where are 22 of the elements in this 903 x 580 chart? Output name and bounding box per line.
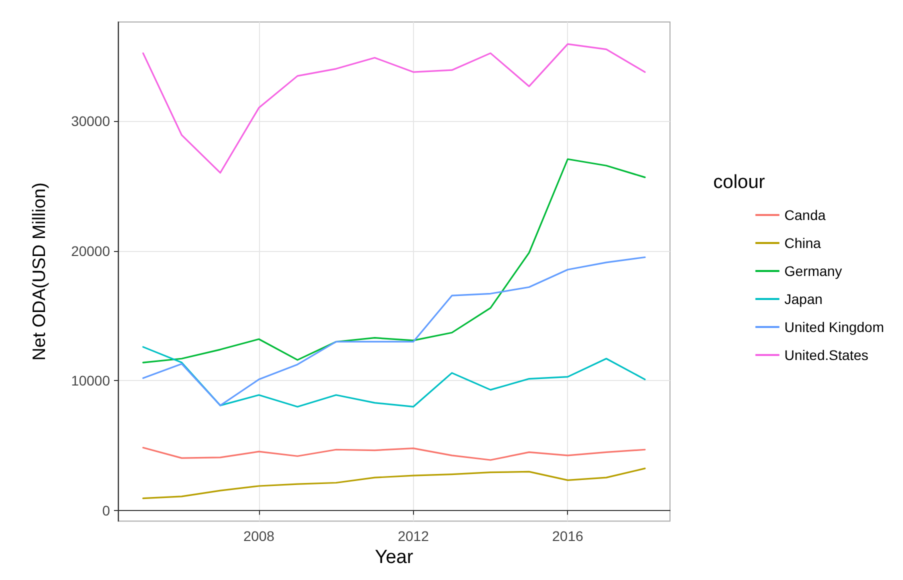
y-axis-title: Net ODA(USD Million) — [29, 182, 49, 361]
legend-title: colour — [713, 172, 766, 193]
line-series — [142, 446, 646, 461]
line-series — [142, 468, 646, 500]
line-series — [142, 43, 646, 174]
x-tick-label: 2012 — [398, 528, 430, 544]
legend-label: United.States — [784, 347, 868, 363]
y-tick-label: 20000 — [71, 242, 110, 259]
line-series — [142, 158, 646, 364]
x-axis-title: Year — [374, 547, 414, 568]
line-series — [142, 346, 646, 408]
x-tick-label: 2008 — [243, 528, 275, 544]
legend-label: Germany — [784, 263, 842, 279]
y-tick-label: 10000 — [71, 372, 110, 389]
legend-label: China — [784, 235, 822, 251]
x-tick-label: 2016 — [552, 528, 584, 544]
legend-label: United Kingdom — [784, 319, 884, 335]
line-series — [142, 256, 646, 406]
legend-label: Canda — [784, 207, 826, 223]
legend-label: Japan — [784, 291, 823, 307]
y-tick-label: 30000 — [71, 112, 110, 129]
y-tick-label: 0 — [102, 502, 110, 519]
